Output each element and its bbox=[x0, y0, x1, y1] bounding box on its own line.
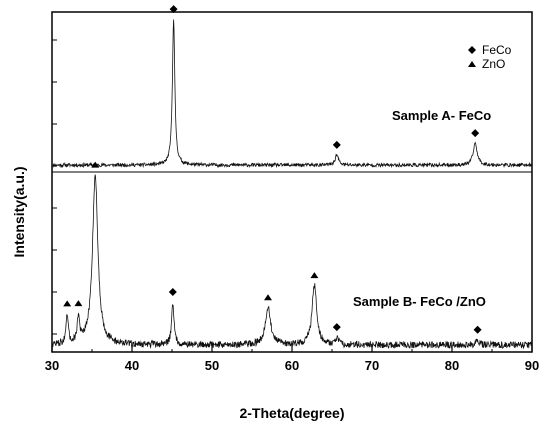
legend-label-feco: FeCo bbox=[482, 43, 512, 57]
legend: FeCo ZnO bbox=[468, 43, 512, 71]
x-axis: 30 40 50 60 70 80 90 bbox=[45, 346, 539, 373]
x-tick-label: 60 bbox=[285, 358, 299, 373]
y-axis-label: Intensity(a.u.) bbox=[11, 166, 27, 257]
x-tick-label: 80 bbox=[445, 358, 459, 373]
series-group bbox=[51, 19, 533, 350]
peak-markers bbox=[63, 5, 482, 334]
x-tick-label: 90 bbox=[525, 358, 539, 373]
zno-peak-marker-icon bbox=[63, 300, 72, 307]
y-axis bbox=[52, 39, 57, 335]
feco-peak-marker-icon bbox=[332, 323, 341, 332]
zno-peak-marker-icon bbox=[74, 300, 83, 307]
legend-marker-zno-icon bbox=[468, 61, 476, 67]
sample-b-label: Sample B- FeCo /ZnO bbox=[353, 294, 486, 309]
zno-peak-marker-icon bbox=[264, 294, 272, 301]
zno-peak-marker-icon bbox=[310, 272, 319, 279]
feco-peak-marker-icon bbox=[169, 5, 178, 14]
series-line-0 bbox=[51, 19, 533, 169]
feco-peak-marker-icon bbox=[168, 288, 177, 297]
x-tick-label: 30 bbox=[45, 358, 59, 373]
feco-peak-marker-icon bbox=[473, 325, 482, 334]
x-axis-label: 2-Theta(degree) bbox=[239, 405, 344, 421]
feco-peak-marker-icon bbox=[471, 129, 480, 138]
legend-marker-feco-icon bbox=[468, 46, 476, 54]
feco-peak-marker-icon bbox=[332, 140, 341, 149]
sample-a-label: Sample A- FeCo bbox=[392, 108, 491, 123]
series-line-1 bbox=[51, 174, 533, 350]
zno-peak-marker-icon bbox=[91, 161, 100, 168]
legend-label-zno: ZnO bbox=[482, 57, 505, 71]
x-tick-label: 70 bbox=[365, 358, 379, 373]
x-tick-label: 50 bbox=[205, 358, 219, 373]
x-tick-label: 40 bbox=[125, 358, 139, 373]
